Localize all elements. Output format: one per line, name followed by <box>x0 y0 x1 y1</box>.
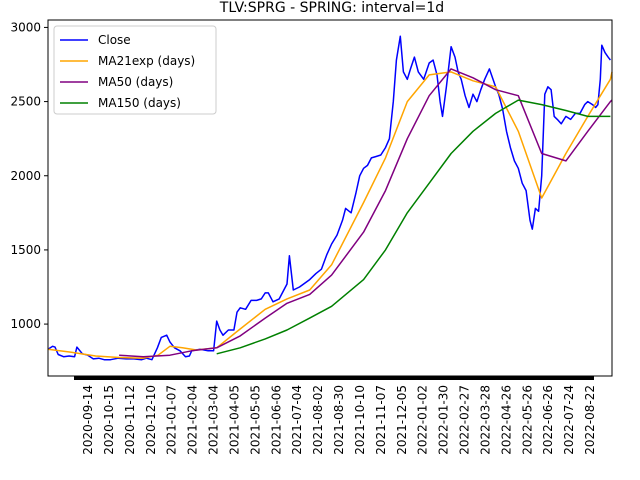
x-tick-label: 2021-08-30 <box>332 385 346 455</box>
x-tick-band <box>74 376 594 380</box>
chart-title: TLV:SPRG - SPRING: interval=1d <box>219 0 444 16</box>
plot-lines <box>47 35 613 361</box>
y-tick-label: 1500 <box>10 243 41 257</box>
x-tick-label: 2022-08-22 <box>583 385 597 455</box>
x-tick-label: 2021-11-07 <box>374 385 388 455</box>
x-tick-label: 2020-12-10 <box>144 385 158 455</box>
x-tick-label: 2021-10-10 <box>353 385 367 455</box>
y-tick-label: 1000 <box>10 317 41 331</box>
x-tick-label: 2020-10-15 <box>102 385 116 455</box>
x-tick-label: 2022-06-26 <box>541 385 555 455</box>
x-tick-label: 2022-04-26 <box>499 385 513 455</box>
y-axis: 1000 1500 2000 2500 3000 <box>10 20 48 331</box>
series-line-2 <box>119 68 613 358</box>
x-tick-label: 2022-03-28 <box>478 385 492 455</box>
legend: Close MA21exp (days) MA50 (days) MA150 (day… <box>53 25 217 115</box>
legend-box <box>53 25 217 115</box>
legend-label-1: MA21exp (days) <box>98 54 195 68</box>
x-tick-label: 2021-03-04 <box>207 385 221 455</box>
y-tick-label: 2500 <box>10 95 41 109</box>
series-line-0 <box>47 35 611 361</box>
x-tick-label: 2020-11-12 <box>123 385 137 455</box>
x-tick-label: 2020-09-14 <box>81 385 95 455</box>
x-tick-label: 2021-08-02 <box>311 385 325 455</box>
x-tick-label: 2022-07-24 <box>562 385 576 455</box>
x-tick-label: 2022-01-30 <box>437 385 451 455</box>
x-tick-label: 2022-05-26 <box>520 385 534 455</box>
x-tick-label: 2021-07-04 <box>290 385 304 455</box>
x-tick-label: 2021-01-07 <box>165 385 179 455</box>
x-axis: 2020-09-14 2020-10-15 2020-11-12 2020-12-10… <box>74 376 597 455</box>
legend-label-2: MA50 (days) <box>98 75 173 89</box>
x-tick-label: 2021-05-05 <box>248 385 262 455</box>
x-tick-label: 2021-04-05 <box>227 385 241 455</box>
legend-label-3: MA150 (days) <box>98 96 181 110</box>
x-tick-label: 2022-01-02 <box>416 385 430 455</box>
legend-label-0: Close <box>98 33 131 47</box>
series-line-1 <box>47 71 613 359</box>
series-line-3 <box>216 99 611 355</box>
x-tick-label: 2022-02-27 <box>458 385 472 455</box>
y-tick-label: 3000 <box>10 20 41 34</box>
y-tick-label: 2000 <box>10 169 41 183</box>
x-tick-label: 2021-06-06 <box>269 385 283 455</box>
x-tick-label: 2021-02-04 <box>186 385 200 455</box>
x-tick-label: 2021-12-05 <box>395 385 409 455</box>
